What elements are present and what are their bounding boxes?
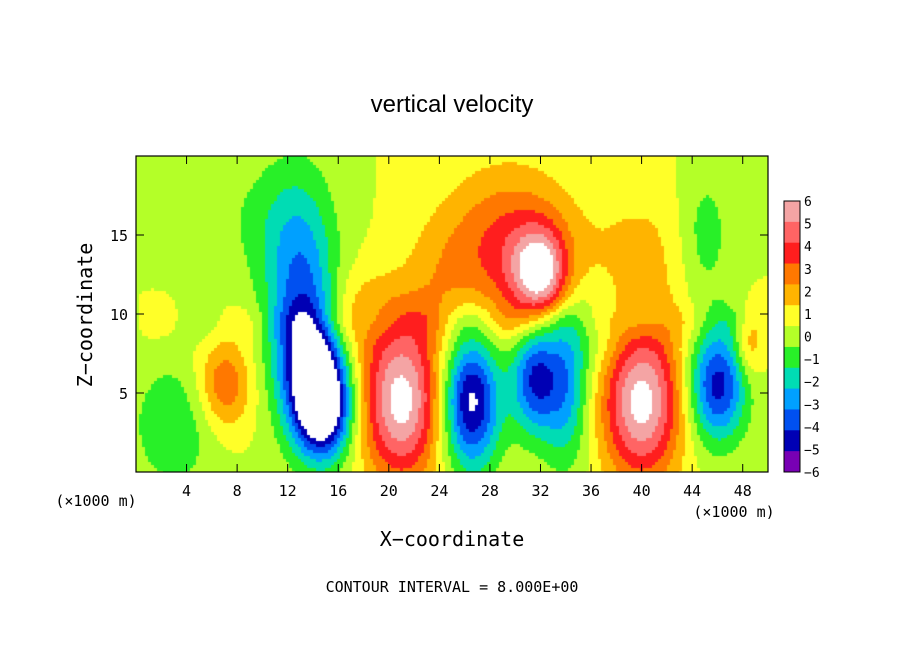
x-tick-label: 8 [233, 482, 242, 500]
colorbar-swatch [784, 221, 800, 244]
velocity-field-heatmap [136, 156, 768, 472]
colorbar-tick-label: −4 [804, 421, 820, 436]
x-tick-label: 48 [734, 482, 752, 500]
x-tick-label: 36 [582, 482, 600, 500]
chart-title: vertical velocity [371, 91, 534, 118]
contour-interval-footer: CONTOUR INTERVAL = 8.000E+00 [326, 578, 579, 596]
y-tick-label: 10 [110, 306, 128, 324]
x-axis-label: X−coordinate [380, 527, 525, 551]
x-tick-label: 20 [380, 482, 398, 500]
colorbar-tick-label: −5 [804, 443, 820, 458]
colorbar-swatch [784, 201, 800, 223]
x-tick-label: 28 [481, 482, 499, 500]
x-tick-label: 24 [430, 482, 448, 500]
colorbar-swatch [784, 305, 800, 327]
x-unit-right: (×1000 m) [693, 503, 774, 521]
colorbar-swatch [784, 326, 800, 348]
colorbar-swatch [784, 388, 800, 410]
colorbar-swatch [784, 346, 800, 369]
colorbar-tick-label: 3 [804, 263, 812, 278]
colorbar-tick-label: −3 [804, 398, 820, 413]
colorbar-tick-label: 4 [804, 240, 812, 255]
colorbar-tick-label: −1 [804, 353, 820, 368]
colorbar-swatch [784, 451, 800, 473]
x-tick-label: 32 [531, 482, 549, 500]
colorbar-swatch [784, 284, 800, 306]
y-tick-label: 15 [110, 227, 128, 245]
colorbar-frame [783, 200, 801, 473]
x-tick-label: 4 [182, 482, 191, 500]
x-unit-left: (×1000 m) [55, 492, 136, 510]
y-tick-label: 5 [119, 385, 128, 403]
colorbar-tick-label: 0 [804, 331, 812, 346]
colorbar-swatch [784, 430, 800, 452]
colorbar-tick-label: 1 [804, 308, 812, 323]
colorbar-swatch [784, 263, 800, 285]
y-axis-label: Z−coordinate [73, 243, 97, 388]
colorbar-tick-label: −6 [804, 466, 820, 481]
colorbar: 6 5 4 3 2 1 0 −1 −2 −3 −4 −5 −6 [783, 195, 820, 481]
x-tick-label: 12 [279, 482, 297, 500]
x-tick-label: 16 [329, 482, 347, 500]
colorbar-tick-label: −2 [804, 376, 820, 391]
colorbar-tick-label: 6 [804, 195, 812, 210]
colorbar-swatch [784, 409, 800, 431]
x-tick-label: 44 [683, 482, 701, 500]
colorbar-tick-label: 2 [804, 285, 812, 300]
colorbar-tick-label: 5 [804, 218, 812, 233]
colorbar-swatch [784, 242, 800, 265]
colorbar-swatch [784, 367, 800, 390]
x-tick-label: 40 [633, 482, 651, 500]
